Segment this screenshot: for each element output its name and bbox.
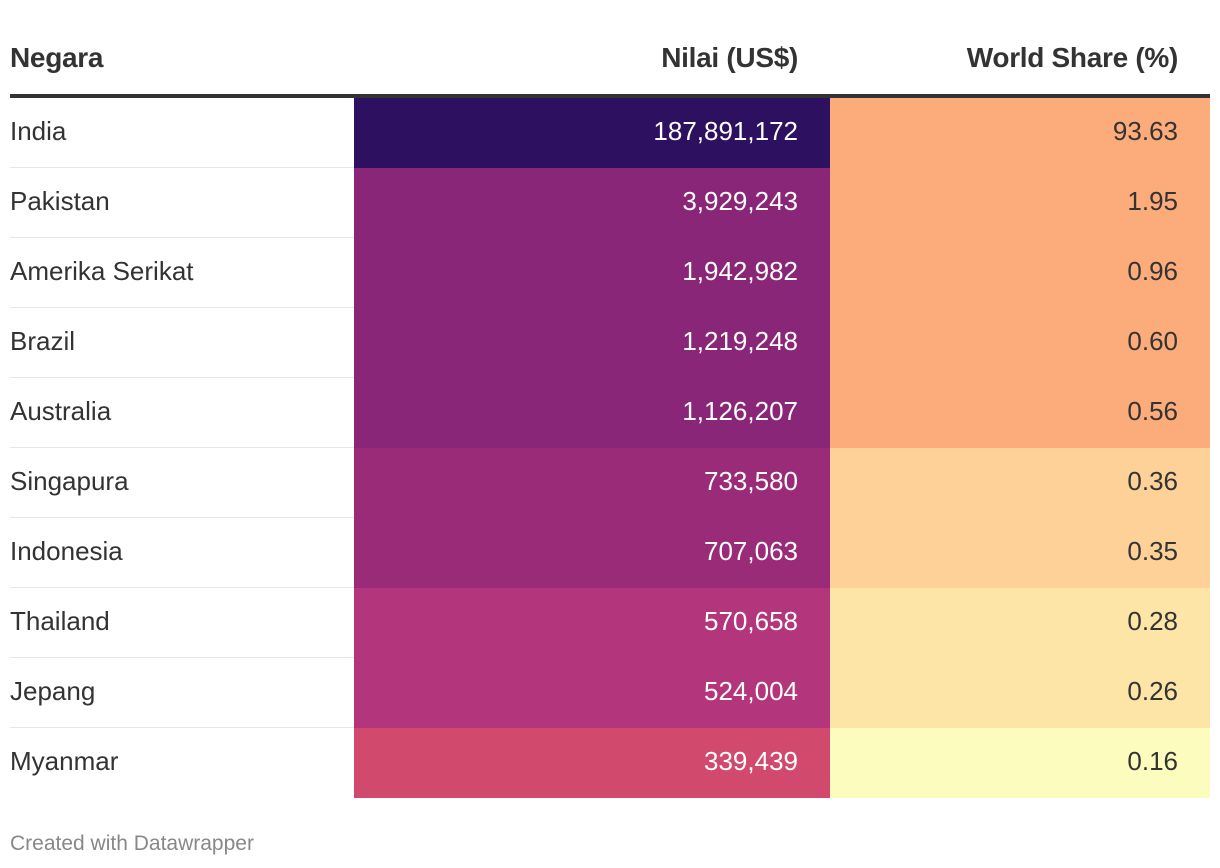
cell-country: Myanmar	[10, 746, 119, 776]
column-header-value[interactable]: Nilai (US$)	[661, 42, 798, 73]
table-row: Brazil 1,219,248 0.60	[10, 308, 1210, 378]
cell-share: 0.28	[830, 588, 1210, 658]
cell-country: Pakistan	[10, 168, 354, 238]
cell-share: 0.16	[830, 728, 1210, 798]
table-row: Pakistan 3,929,243 1.95	[10, 168, 1210, 238]
cell-value: 339,439	[354, 728, 830, 798]
cell-country: Amerika Serikat	[10, 238, 354, 308]
data-table: Negara Nilai (US$) World Share (%) India…	[10, 0, 1210, 798]
cell-country: Indonesia	[10, 518, 354, 588]
table-row: India 187,891,172 93.63	[10, 98, 1210, 168]
cell-country: Thailand	[10, 588, 354, 658]
table-header: Negara Nilai (US$) World Share (%)	[10, 0, 1210, 98]
cell-value: 3,929,243	[354, 168, 830, 238]
cell-share: 1.95	[830, 168, 1210, 238]
cell-value: 570,658	[354, 588, 830, 658]
table-row: Myanmar 339,439 0.16	[10, 728, 1210, 798]
table-row: Indonesia 707,063 0.35	[10, 518, 1210, 588]
table-row: Singapura 733,580 0.36	[10, 448, 1210, 518]
cell-share: 0.96	[830, 238, 1210, 308]
cell-country: Jepang	[10, 658, 354, 728]
table-row: Amerika Serikat 1,942,982 0.96	[10, 238, 1210, 308]
cell-value: 1,126,207	[354, 378, 830, 448]
column-header-country[interactable]: Negara	[10, 42, 104, 73]
footer-credit[interactable]: Created with Datawrapper	[10, 832, 254, 855]
table-body: India 187,891,172 93.63 Pakistan 3,929,243 1.…	[10, 98, 1210, 798]
cell-share: 0.26	[830, 658, 1210, 728]
table-row: Australia 1,126,207 0.56	[10, 378, 1210, 448]
cell-value: 187,891,172	[354, 98, 830, 168]
cell-value: 1,219,248	[354, 308, 830, 378]
cell-value: 1,942,982	[354, 238, 830, 308]
cell-share: 0.60	[830, 308, 1210, 378]
cell-share: 0.36	[830, 448, 1210, 518]
cell-country: India	[10, 98, 354, 168]
column-header-share[interactable]: World Share (%)	[966, 42, 1179, 73]
cell-share: 93.63	[830, 98, 1210, 168]
cell-value: 733,580	[354, 448, 830, 518]
cell-share: 0.56	[830, 378, 1210, 448]
cell-country: Singapura	[10, 448, 354, 518]
cell-share: 0.35	[830, 518, 1210, 588]
cell-value: 524,004	[354, 658, 830, 728]
cell-value: 707,063	[354, 518, 830, 588]
table-row: Jepang 524,004 0.26	[10, 658, 1210, 728]
cell-country: Australia	[10, 378, 354, 448]
cell-country: Brazil	[10, 308, 354, 378]
table-row: Thailand 570,658 0.28	[10, 588, 1210, 658]
